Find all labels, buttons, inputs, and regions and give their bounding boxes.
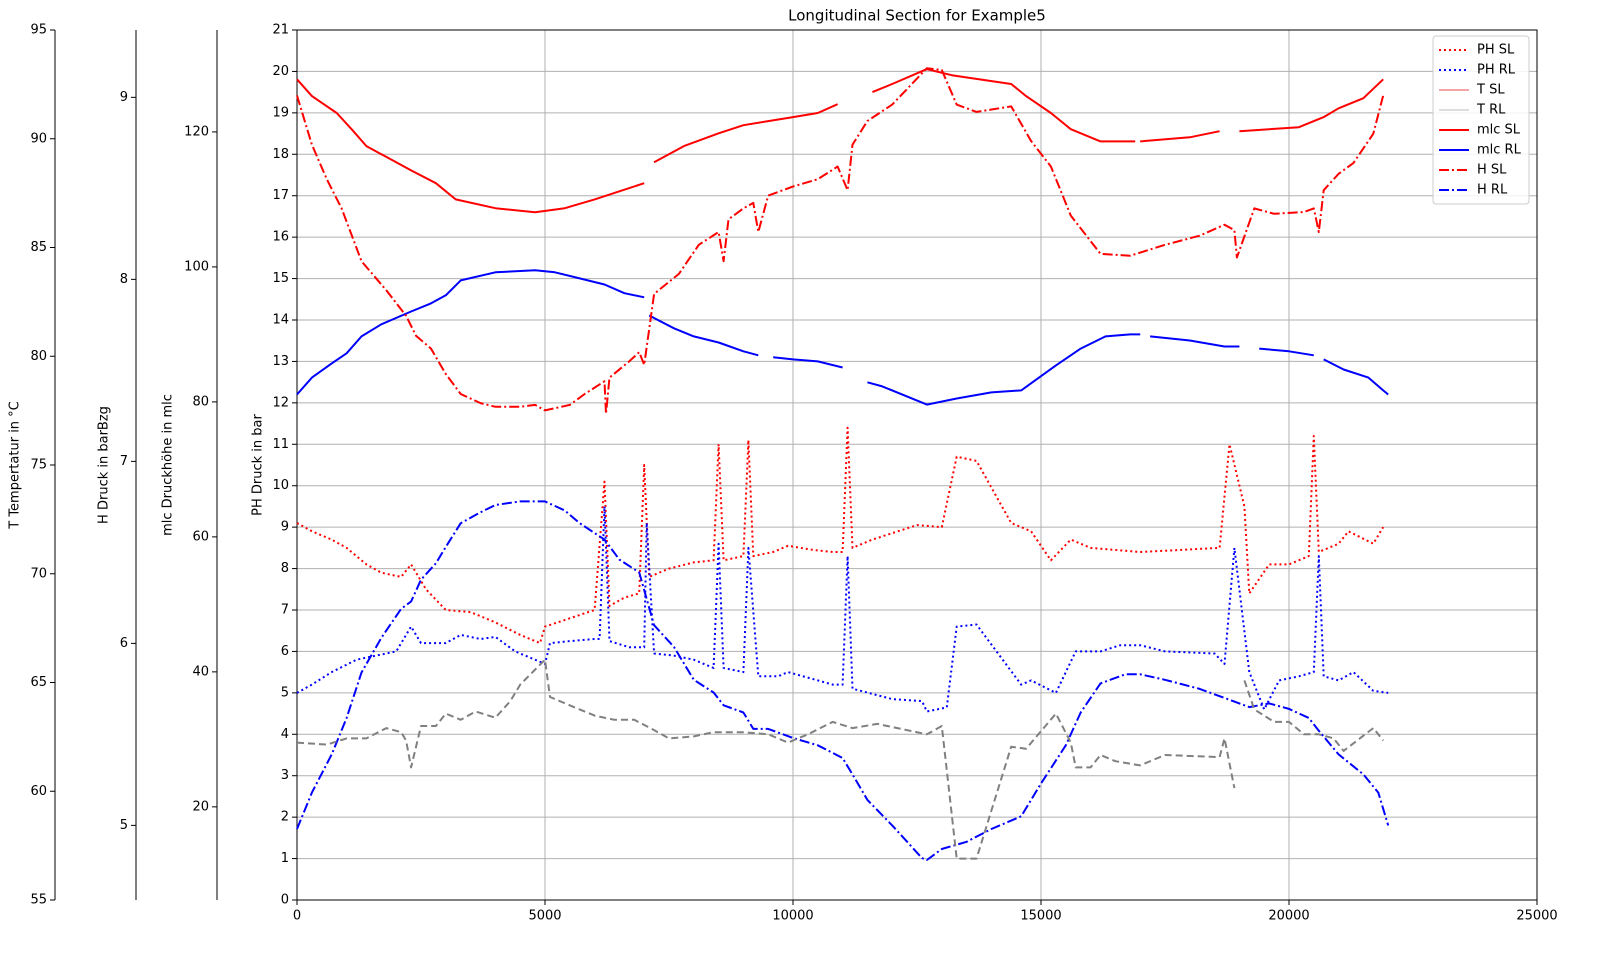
y-tick-label: 120 [184,124,209,139]
legend-label: T SL [1476,83,1505,98]
y-tick-label: 3 [281,768,289,783]
y-tick-label: 80 [192,394,209,409]
y-tick-label: 20 [272,64,289,79]
y-tick-label: 65 [30,675,47,690]
y-tick-label: 0 [281,893,289,908]
series-line [296,68,1384,214]
y-axis-label: T Tempertatur in °C [8,401,23,530]
x-tick-label: 10000 [772,909,813,924]
y-tick-label: 16 [272,230,289,245]
y-tick-label: 20 [192,799,209,814]
y-tick-label: 60 [30,784,47,799]
y-tick-label: 60 [192,529,209,544]
legend-box [1432,35,1530,205]
y-tick-label: 95 [30,23,47,38]
series-line [296,67,1385,415]
y-tick-label: 5 [281,685,289,700]
legend-label: mlc SL [1477,123,1521,138]
x-tick-label: 25000 [1516,909,1557,924]
y-tick-label: 19 [272,105,289,120]
y-tick-label: 40 [192,664,209,679]
y-tick-label: 11 [272,437,289,452]
y-tick-label: 7 [120,454,128,469]
y-tick-label: 10 [272,478,289,493]
y-tick-label: 1 [281,851,289,866]
legend-label: H RL [1477,183,1508,198]
legend-label: PH RL [1477,63,1516,78]
y-tick-label: 8 [281,561,289,576]
series-line [296,269,1389,406]
y-tick-label: 9 [120,90,128,105]
legend-label: mlc RL [1477,143,1522,158]
series-line [296,426,1385,645]
y-tick-label: 8 [120,272,128,287]
series-line [296,658,1384,860]
y-tick-label: 21 [272,23,289,38]
y-tick-label: 9 [281,520,289,535]
y-axis-label: H Druck in barBzg [97,406,112,524]
x-tick-label: 20000 [1268,909,1309,924]
y-axis-label: mlc Druckhöhe in mlc [161,394,176,536]
x-tick-label: 15000 [1020,909,1061,924]
legend-label: T RL [1476,103,1506,118]
y-tick-label: 55 [30,893,47,908]
y-tick-label: 4 [281,727,289,742]
y-tick-label: 7 [281,603,289,618]
y-tick-label: 100 [184,259,209,274]
y-tick-label: 12 [272,395,289,410]
y-tick-label: 17 [272,188,289,203]
y-axis-label: PH Druck in bar [251,414,266,516]
y-tick-label: 5 [120,818,128,833]
y-tick-label: 85 [30,240,47,255]
y-tick-label: 15 [272,271,289,286]
series-line [296,505,1389,713]
legend-label: PH SL [1477,43,1515,58]
legend-label: H SL [1477,163,1507,178]
x-tick-label: 0 [293,909,301,924]
y-tick-label: 70 [30,566,47,581]
y-tick-label: 18 [272,147,289,162]
y-tick-label: 6 [120,636,128,651]
y-tick-label: 2 [281,810,289,825]
series-line [296,500,1390,861]
y-tick-label: 75 [30,458,47,473]
y-tick-label: 14 [272,313,289,328]
chart-title: Longitudinal Section for Example5 [788,7,1046,25]
y-tick-label: 80 [30,349,47,364]
plot-frame [296,29,1538,901]
y-tick-label: 6 [281,644,289,659]
y-tick-label: 90 [30,131,47,146]
y-tick-label: 13 [272,354,289,369]
x-tick-label: 5000 [528,909,561,924]
